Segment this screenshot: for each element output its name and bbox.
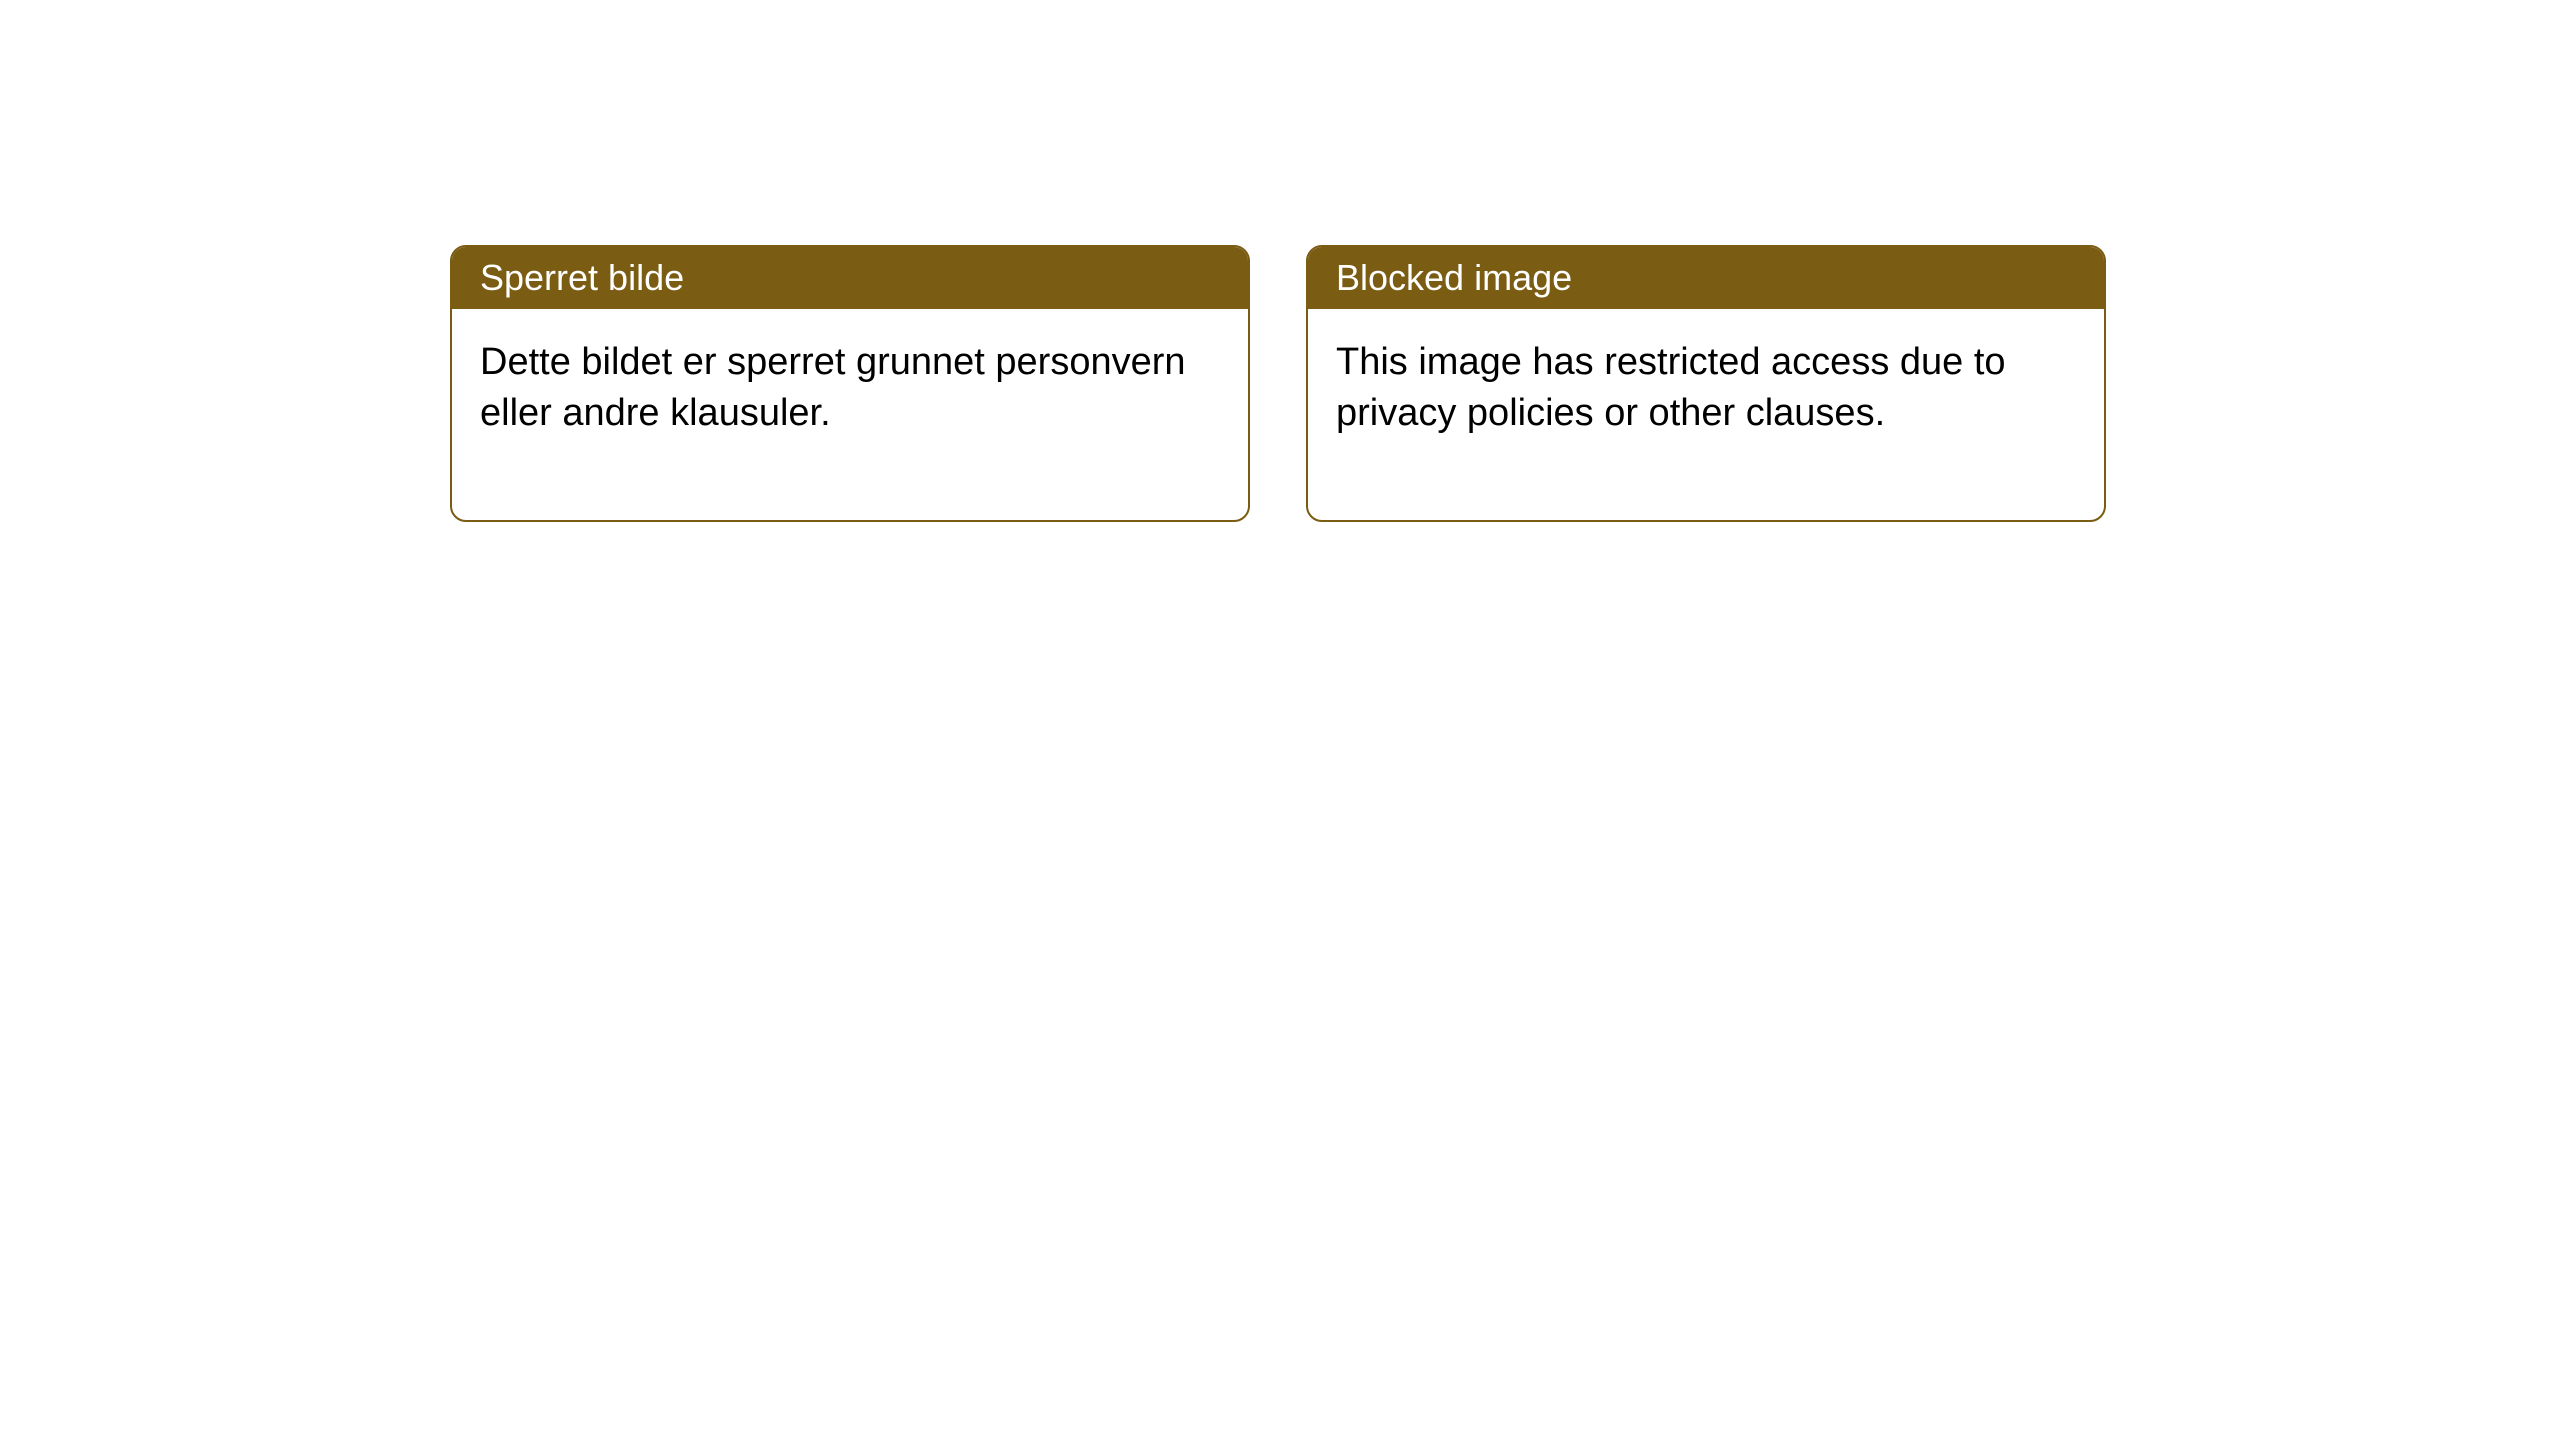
cards-container: Sperret bilde Dette bildet er sperret gr… [450,245,2106,522]
card-text-no: Dette bildet er sperret grunnet personve… [480,341,1186,434]
blocked-image-card-no: Sperret bilde Dette bildet er sperret gr… [450,245,1250,522]
card-title-no: Sperret bilde [480,257,684,298]
card-body-no: Dette bildet er sperret grunnet personve… [452,309,1248,520]
card-body-en: This image has restricted access due to … [1308,309,2104,520]
card-header-en: Blocked image [1308,247,2104,309]
card-title-en: Blocked image [1336,257,1572,298]
card-header-no: Sperret bilde [452,247,1248,309]
card-text-en: This image has restricted access due to … [1336,341,2006,434]
blocked-image-card-en: Blocked image This image has restricted … [1306,245,2106,522]
